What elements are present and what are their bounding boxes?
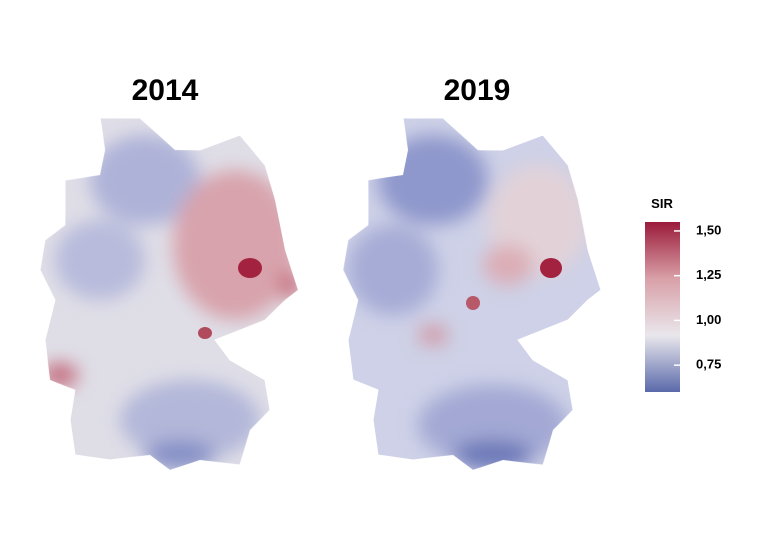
legend-title: SIR bbox=[651, 196, 673, 211]
tick-label: 1,00 bbox=[696, 312, 721, 327]
map-2019: 2019 bbox=[342, 74, 602, 471]
tick-label: 1,50 bbox=[696, 222, 721, 237]
tick-label: 0,75 bbox=[696, 357, 721, 372]
colorbar bbox=[645, 222, 680, 392]
map-2014: 2014 bbox=[39, 74, 299, 471]
map-title: 2014 bbox=[132, 74, 199, 107]
map-title: 2019 bbox=[444, 74, 511, 107]
tick-label: 1,25 bbox=[696, 267, 721, 282]
